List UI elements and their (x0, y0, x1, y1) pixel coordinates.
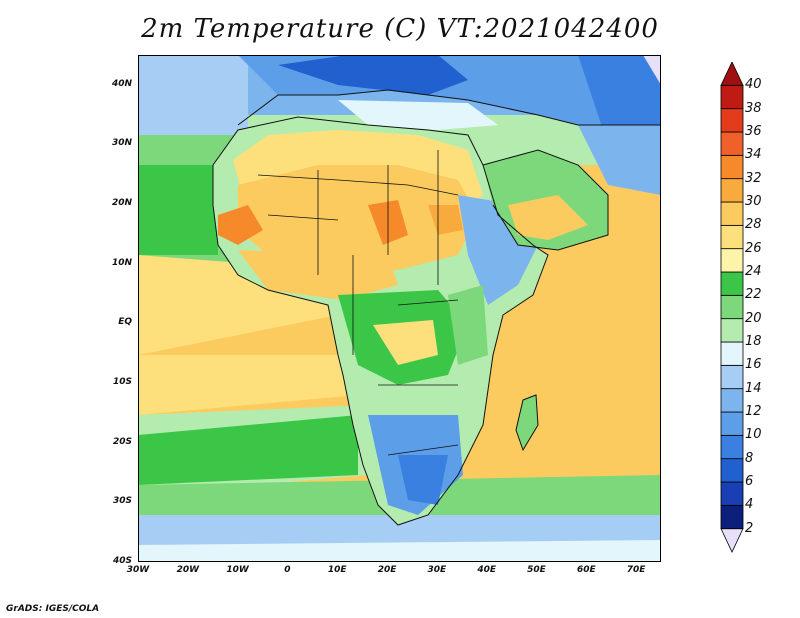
colorbar-segment (720, 271, 744, 296)
lon-tick-label: 0 (284, 565, 291, 575)
lon-tick-label: 60E (576, 565, 596, 575)
colorbar-segment (720, 201, 744, 226)
colorbar-segment (720, 434, 744, 460)
lat-tick-label: 20N (111, 198, 132, 209)
lat-tick-label: 40N (111, 78, 132, 89)
colorbar-level-label: 22 (745, 287, 762, 303)
madagascar-green (516, 395, 538, 450)
colorbar-segment (720, 504, 744, 530)
footer-credit: GrADS: IGES/COLA (6, 604, 100, 614)
colorbar-level-label: 28 (745, 217, 762, 233)
lon-tick-label: 20E (377, 565, 397, 575)
temperature-field (138, 55, 661, 562)
sahel-hot-band (238, 165, 478, 270)
colorbar-level-label: 40 (745, 77, 762, 93)
canary-current-band (138, 165, 218, 255)
colorbar-segment (720, 341, 744, 366)
east-africa-green (448, 285, 488, 365)
south-atlantic-green (138, 415, 358, 485)
colorbar-max-triangle (720, 62, 744, 86)
colorbar-segment (720, 388, 744, 413)
colorbar-level-label: 14 (745, 380, 762, 396)
coastline-overlay (212, 89, 661, 526)
country-borders (257, 150, 459, 456)
mediterranean-sea (338, 100, 498, 130)
colorbar-level-label: 38 (745, 100, 762, 116)
colorbar-segment (720, 108, 744, 133)
colorbar-segment (720, 248, 744, 273)
lat-tick-label: 30N (111, 138, 132, 149)
sudan-warm (428, 205, 463, 235)
lon-tick-label: 10W (226, 565, 249, 575)
temperature-map (138, 55, 661, 562)
arabia-warm (508, 195, 588, 240)
colorbar-level-label: 8 (745, 450, 754, 466)
colorbar-level-label: 6 (745, 474, 754, 489)
colorbar-segment (720, 411, 744, 436)
colorbar (720, 62, 744, 553)
lon-tick-label: 20W (176, 565, 200, 575)
alpine-cold-region (278, 55, 468, 95)
colorbar-level-label: 30 (745, 194, 762, 209)
colorbar-level-label: 36 (745, 124, 762, 139)
southern-ocean-cold (138, 540, 661, 562)
lon-tick-label: 10E (327, 565, 347, 575)
colorbar-segment (720, 84, 744, 110)
madagascar-coastline (515, 394, 539, 452)
lat-tick-label: 10N (111, 257, 132, 268)
lat-tick-label: 20S (112, 436, 132, 447)
colorbar-segment (720, 481, 744, 506)
colorbar-segment (720, 224, 744, 250)
colorbar-level-label: 34 (745, 147, 762, 163)
lat-tick-label: 30S (112, 496, 132, 507)
lon-tick-label: 30E (427, 565, 447, 575)
africa-coastline (212, 116, 549, 526)
colorbar-segment (720, 364, 744, 390)
lon-tick-label: 50E (527, 565, 546, 575)
lon-tick-label: 30W (126, 565, 150, 575)
colorbar-level-label: 12 (745, 404, 762, 419)
colorbar-level-label: 16 (745, 357, 762, 373)
europe-coastline (237, 89, 661, 126)
colorbar-segment (720, 458, 744, 483)
colorbar-segment (720, 131, 744, 156)
colorbar-level-label: 24 (745, 264, 762, 279)
colorbar-min-triangle (720, 528, 744, 553)
colorbar-level-label: 4 (745, 497, 754, 513)
iran-cool (578, 125, 661, 195)
central-asia-cold (578, 55, 661, 145)
north-atlantic-cool (138, 55, 248, 145)
colorbar-level-label: 32 (745, 170, 762, 186)
colorbar-level-label: 26 (745, 240, 762, 256)
lat-tick-label: 10S (112, 377, 132, 388)
colorbar-level-label: 10 (745, 427, 762, 443)
congo-basin-warm (373, 320, 438, 365)
colorbar-level-label: 2 (745, 520, 754, 536)
lon-tick-label: 70E (626, 565, 646, 575)
colorbar-segment (720, 318, 744, 343)
colorbar-segment (720, 154, 744, 180)
lat-tick-label: 40S (112, 556, 132, 566)
colorbar-level-label: 18 (745, 334, 762, 349)
himalaya-coldest (643, 55, 661, 85)
colorbar-segment (720, 178, 744, 203)
arabia-coastline (482, 149, 609, 251)
map-title: 2m Temperature (C) VT:2021042400 (141, 14, 659, 44)
lon-tick-label: 40E (477, 565, 496, 575)
highveld-cold (398, 455, 448, 505)
lat-tick-label: EQ (118, 317, 132, 328)
colorbar-segment (720, 294, 744, 320)
west-africa-hot (218, 205, 263, 245)
colorbar-level-label: 20 (745, 310, 762, 326)
south-atlantic-warm (138, 355, 358, 415)
